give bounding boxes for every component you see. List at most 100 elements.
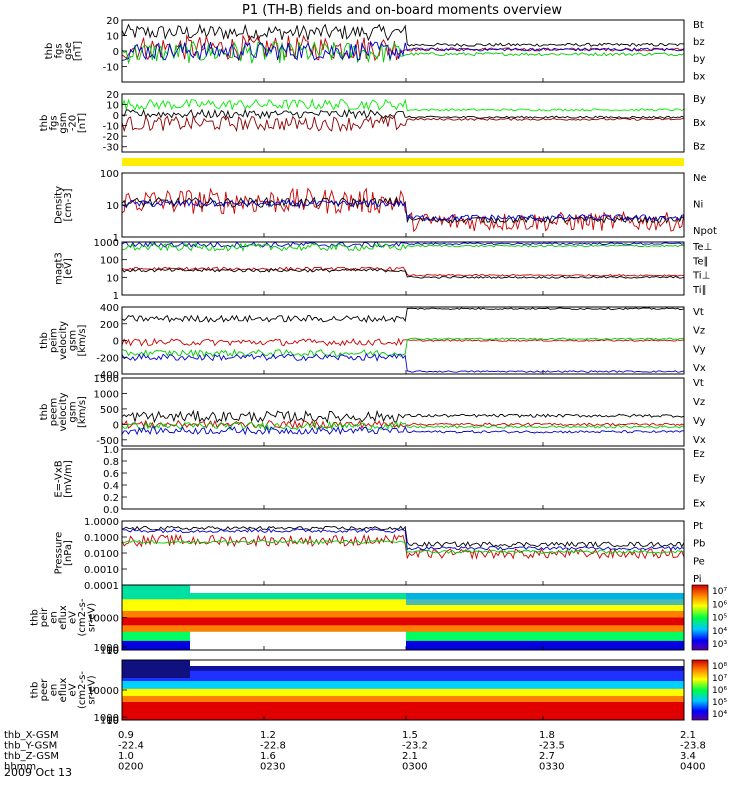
y-tick-label: 10000: [87, 614, 119, 625]
y-tick-label: -400: [96, 370, 119, 381]
y-tick-label: 0.0: [103, 505, 119, 516]
y-tick-label: 10: [106, 273, 119, 284]
y-axis-label: Density[cm-3]: [53, 186, 74, 224]
series-line-Npot: [122, 199, 684, 222]
x-axis-row-value: 0200: [118, 762, 143, 773]
y-tick-label: 0: [113, 111, 119, 122]
y-axis-label-line: gsm: [68, 401, 79, 422]
y-tick-label: 20: [106, 16, 119, 27]
y-axis-label-line: thb: [44, 43, 55, 60]
y-axis-label-line: magt3: [53, 252, 64, 285]
legend-Ez: Ez: [693, 449, 705, 460]
x-axis-row-value: -22.8: [260, 741, 286, 752]
legend-Vt: Vt: [693, 378, 704, 389]
x-axis-row-value: 2.1: [680, 730, 696, 741]
y-axis-label-line: (cm2-s-: [77, 671, 88, 709]
series-line-Bz: [122, 114, 684, 133]
spectrogram-band: [122, 688, 684, 697]
series-line-Bx: [122, 108, 684, 120]
y-tick-label: 500: [100, 405, 119, 416]
y-axis-label-line: gse: [63, 42, 74, 60]
spectrogram-gap: [190, 660, 684, 666]
y-axis-label: magt3[eV]: [53, 252, 74, 285]
y-tick-label: 10: [106, 32, 119, 43]
y-tick-label: -10: [103, 122, 119, 133]
legend-bx: bx: [693, 71, 705, 82]
legend-By: By: [693, 94, 706, 105]
legend-Bx: Bx: [693, 118, 706, 129]
series-line-Pb: [122, 533, 684, 561]
legend-by: by: [693, 54, 705, 65]
y-axis-label-line: en: [49, 684, 60, 697]
spectrogram-band: [122, 625, 684, 633]
legend-Vz: Vz: [693, 326, 705, 337]
legend-Pe: Pe: [693, 557, 705, 568]
y-tick-label: 1.0000: [84, 517, 119, 528]
x-axis-row-value: -23.2: [402, 741, 428, 752]
legend-Te⊥: Te⊥: [692, 242, 712, 253]
y-tick-label: 0.8: [103, 457, 119, 468]
panels: 20100-10thbfgsgse[nT]Btbzbybx20100-10-20…: [30, 16, 728, 727]
y-axis-label-line: peir: [39, 607, 50, 627]
y-tick-label: 1000: [94, 713, 119, 724]
x-axis-row-label: thb_X-GSM: [4, 730, 59, 741]
series-line-bx: [122, 40, 684, 61]
spectrogram-band: [122, 670, 684, 682]
colorbar-tick-label: 10⁸: [712, 662, 727, 672]
spectrogram-gap: [190, 585, 684, 593]
legend-Ti∥: Ti∥: [692, 285, 707, 296]
y-tick-label: 10: [106, 101, 119, 112]
colorbar-tick-label: 10⁴: [712, 710, 727, 720]
y-axis-label-line: fgs: [49, 115, 60, 130]
series-line-by: [122, 40, 684, 65]
x-axis-row-label: thb_Y-GSM: [4, 741, 57, 752]
panel-frame: [121, 448, 685, 510]
legend-Vy: Vy: [693, 344, 706, 355]
legend-Vx: Vx: [693, 363, 706, 374]
legend-Vz: Vz: [693, 397, 705, 408]
spectrogram-band: [122, 617, 684, 626]
legend-Vt: Vt: [693, 307, 704, 318]
panel-7: 1.00.80.60.40.20.0 E=-VxB[mV/m] Ez Ey Ex: [53, 445, 705, 516]
y-tick-label: 0.0001: [84, 581, 119, 592]
spectrogram-band: [122, 702, 684, 721]
series-line-Ne: [122, 187, 684, 233]
y-axis-label-line: thb: [30, 609, 41, 626]
y-axis-label-line: thb: [39, 115, 50, 132]
y-tick-label: -200: [96, 353, 119, 364]
spectrogram-gap: [190, 631, 406, 650]
series-line-Vt: [122, 307, 684, 324]
y-axis-label-line: thb: [39, 404, 50, 421]
y-tick-label: 1000: [94, 390, 119, 401]
y-axis-label-line: eV: [68, 611, 79, 624]
x-axis-row-value: 0.9: [118, 730, 134, 741]
y-tick-label: 100: [100, 256, 119, 267]
y-axis-label-line: peem: [49, 398, 60, 426]
x-axis-row-label: hhmm: [4, 762, 36, 773]
colorbar-tick-label: 10⁴: [712, 627, 727, 637]
colorbar-tick-label: 10⁷: [712, 587, 727, 597]
legend-Vx: Vx: [693, 435, 706, 446]
y-axis-label-line: eflux: [58, 678, 69, 703]
y-tick-label: 0: [113, 420, 119, 431]
y-tick-label: 1500: [94, 374, 119, 385]
y-tick-label: 0.4: [103, 481, 119, 492]
x-axis-row-value: 2.7: [539, 751, 555, 762]
x-axis-row-value: 1.0: [118, 751, 134, 762]
y-tick-label: 1.0: [103, 445, 119, 456]
y-axis-label-line: gsm: [58, 112, 69, 133]
panel-2: [122, 158, 684, 166]
panel-frame: [121, 377, 685, 447]
legend-Npot: Npot: [693, 226, 717, 237]
y-axis-label-line: [km/s]: [77, 324, 88, 356]
spectrogram-patch: [406, 593, 684, 605]
y-tick-label: -30: [103, 143, 119, 154]
series-line-Vx: [122, 352, 684, 373]
series-line-Bt: [122, 23, 684, 47]
y-tick-label: 0.1000: [84, 533, 119, 544]
legend-Ey: Ey: [693, 474, 705, 485]
